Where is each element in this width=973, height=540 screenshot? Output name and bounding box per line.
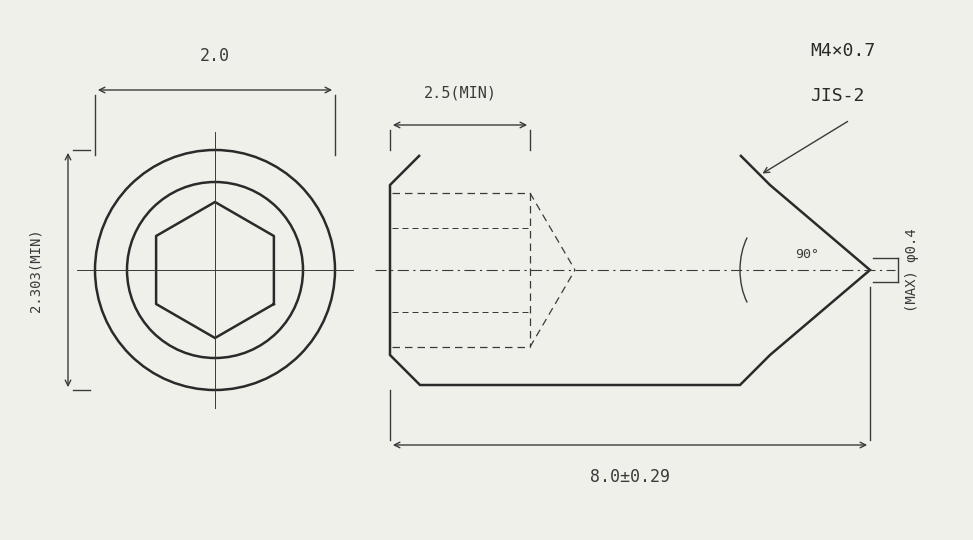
Text: 2.5(MIN): 2.5(MIN) xyxy=(423,85,496,100)
Text: 2.303(MIN): 2.303(MIN) xyxy=(28,228,42,312)
Text: M4×0.7: M4×0.7 xyxy=(810,42,876,60)
Text: 2.0: 2.0 xyxy=(200,47,230,65)
Text: 8.0±0.29: 8.0±0.29 xyxy=(590,468,670,486)
Text: (MAX) φ0.4: (MAX) φ0.4 xyxy=(905,228,919,312)
Text: 90°: 90° xyxy=(795,248,819,261)
Text: JIS-2: JIS-2 xyxy=(810,87,864,105)
